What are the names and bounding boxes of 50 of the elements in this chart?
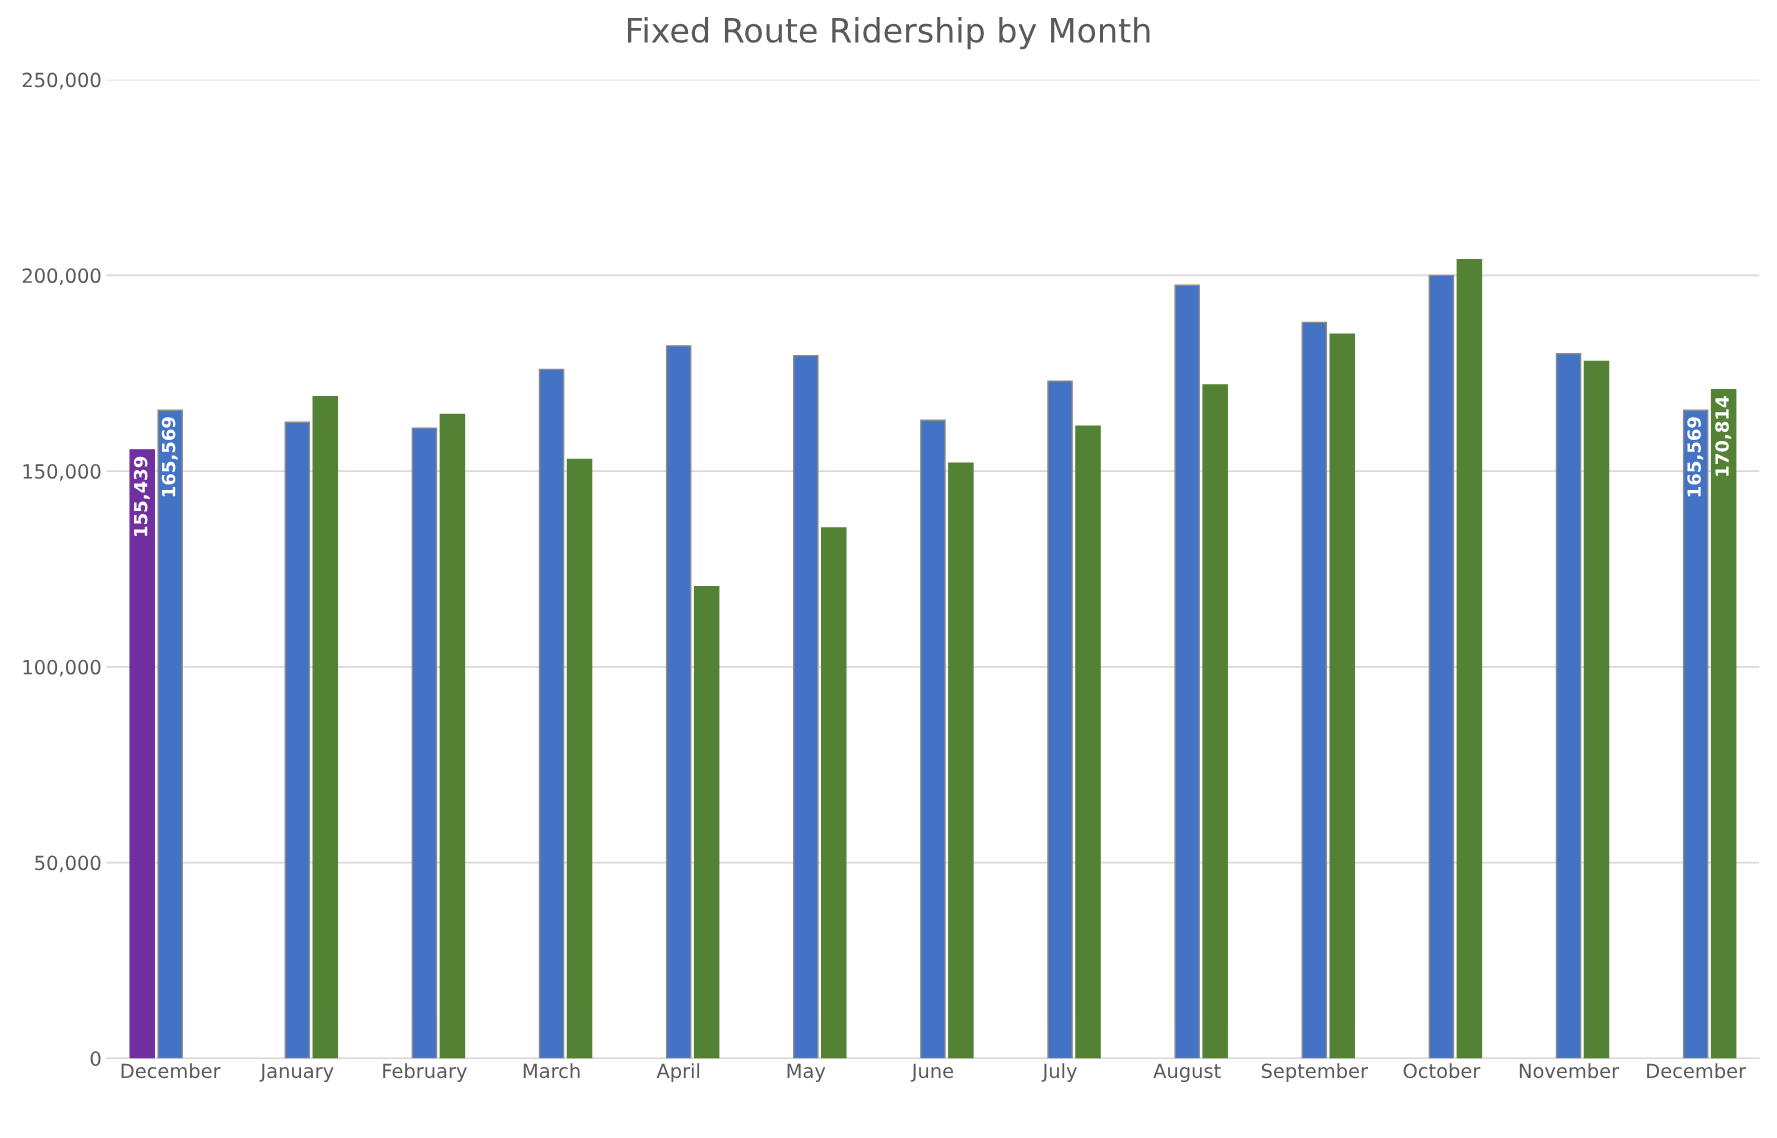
y-tick-label: 150,000 — [23, 464, 101, 481]
bar — [1202, 384, 1228, 1059]
y-tick-label: 0 — [90, 1051, 101, 1066]
x-tick-label: December — [121, 1063, 221, 1079]
bar — [1682, 409, 1709, 1059]
x-tick-label: July — [1041, 1063, 1077, 1083]
y-tick-label: 50,000 — [35, 855, 101, 873]
data-label: 165,569 — [1687, 417, 1704, 497]
x-tick-label: May — [787, 1063, 826, 1083]
x-tick-label: November — [1519, 1063, 1620, 1079]
y-tick-label: 100,000 — [23, 659, 101, 677]
bar — [566, 458, 593, 1059]
x-tick-label: August — [1153, 1063, 1221, 1083]
y-tick-label: 200,000 — [22, 268, 101, 286]
bar — [1710, 388, 1737, 1059]
data-label: 155,439 — [133, 456, 150, 536]
bar — [1301, 321, 1328, 1059]
bar — [1583, 360, 1610, 1059]
bar — [157, 409, 183, 1059]
bar — [920, 419, 946, 1059]
bar — [312, 396, 339, 1059]
bar — [948, 462, 974, 1059]
bar — [1075, 425, 1101, 1059]
chart-title: Fixed Route Ridership by Month — [627, 17, 1150, 50]
y-tick-label: 250,000 — [22, 72, 101, 90]
bar — [129, 449, 155, 1059]
x-tick-label: March — [523, 1063, 580, 1079]
x-tick-label: January — [259, 1063, 334, 1083]
bar — [1428, 274, 1455, 1059]
bar — [1329, 333, 1356, 1059]
data-label: 170,814 — [1715, 396, 1732, 476]
bar — [1174, 284, 1200, 1059]
x-tick-label: September — [1261, 1063, 1369, 1083]
bar — [665, 345, 692, 1059]
bar — [1047, 380, 1073, 1059]
bar — [1555, 352, 1582, 1059]
bar — [820, 527, 847, 1059]
x-tick-label: June — [910, 1063, 954, 1082]
x-tick-label: April — [656, 1063, 700, 1083]
x-tick-label: October — [1403, 1063, 1481, 1079]
bar — [693, 585, 720, 1059]
x-tick-label: February — [383, 1063, 467, 1083]
data-label: 165,569 — [161, 417, 178, 497]
bar — [1456, 259, 1483, 1059]
bar — [411, 427, 438, 1059]
bar — [439, 413, 466, 1059]
bar — [793, 354, 819, 1059]
bar — [538, 368, 565, 1059]
x-tick-label: December — [1647, 1063, 1747, 1079]
bar — [284, 421, 311, 1059]
